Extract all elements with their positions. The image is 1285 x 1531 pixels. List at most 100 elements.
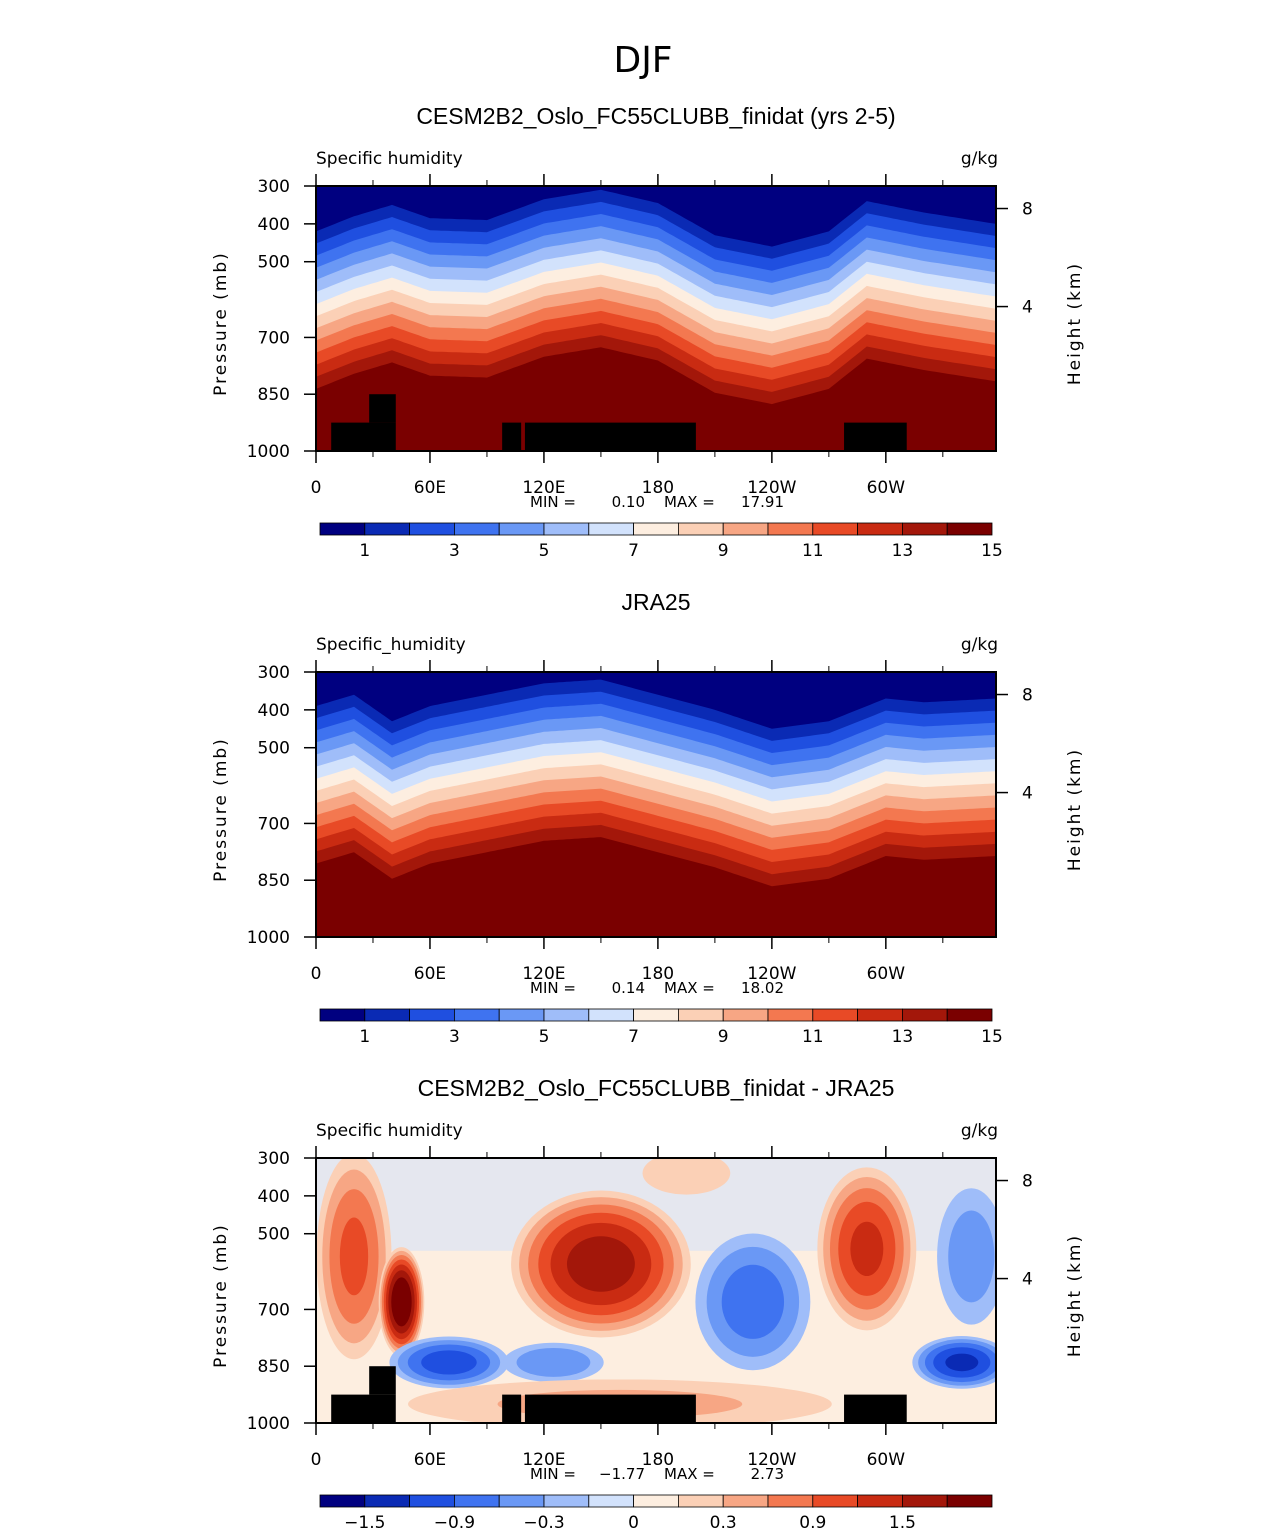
- colorbar-swatch: [588, 522, 634, 536]
- x-tick-label: 120W: [747, 964, 796, 984]
- x-tick-label: 60E: [414, 964, 446, 984]
- contour-band: [642, 1158, 731, 1195]
- colorbar-swatch: [812, 522, 858, 536]
- y-tick-label: 400: [258, 215, 290, 235]
- contour-field: [316, 1158, 996, 1423]
- x-tick-label: 120E: [522, 1450, 565, 1470]
- y2-axis-title: Height (km): [1065, 1234, 1085, 1357]
- panel-title: CESM2B2_Oslo_FC55CLUBB_finidat - JRA25: [418, 1075, 895, 1101]
- colorbar-swatch: [409, 522, 455, 536]
- colorbar-swatch: [902, 522, 948, 536]
- colorbar-swatch: [678, 1494, 724, 1508]
- max-value: 18.02: [741, 979, 784, 997]
- max-value: 2.73: [751, 1465, 784, 1483]
- colorbar-label: 15: [981, 541, 1003, 561]
- colorbar-swatch: [498, 1494, 545, 1508]
- x-tick-label: 120E: [522, 478, 565, 498]
- units-label: g/kg: [961, 149, 998, 169]
- colorbar-label: 1.5: [889, 1513, 916, 1531]
- variable-label: Specific_humidity: [316, 635, 466, 655]
- y2-axis-title: Height (km): [1065, 748, 1085, 871]
- colorbar-swatch: [857, 1008, 903, 1022]
- x-tick-label: 180: [642, 1450, 674, 1470]
- min-value: −1.77: [599, 1465, 645, 1483]
- land-block: [844, 1394, 907, 1423]
- colorbar-swatch: [453, 1008, 500, 1022]
- colorbar-swatch: [543, 1494, 590, 1508]
- colorbar-swatch: [319, 1008, 366, 1022]
- y-tick-label: 500: [258, 1225, 290, 1245]
- contour-band: [339, 1217, 369, 1296]
- colorbar-swatch: [319, 522, 366, 536]
- y2-tick-label: 8: [1022, 200, 1033, 220]
- y-tick-label: 400: [258, 701, 290, 721]
- contour-band: [395, 1287, 408, 1316]
- max-label: MAX =: [664, 493, 715, 511]
- colorbar-swatch: [409, 1008, 455, 1022]
- y-tick-label: 500: [258, 253, 290, 273]
- colorbar-label: 0.9: [799, 1513, 826, 1531]
- colorbar-label: 3: [449, 541, 460, 561]
- x-tick-label: 120W: [747, 478, 796, 498]
- land-block: [524, 422, 696, 451]
- y-tick-label: 300: [258, 1149, 290, 1169]
- y-tick-label: 700: [258, 1300, 290, 1320]
- min-value: 0.10: [612, 493, 645, 511]
- colorbar-swatch: [543, 522, 590, 536]
- y-tick-label: 850: [258, 385, 290, 405]
- panel-title: JRA25: [621, 589, 690, 615]
- y2-tick-label: 8: [1022, 686, 1033, 706]
- land-block: [844, 422, 907, 451]
- contour-band: [566, 1236, 635, 1292]
- x-tick-label: 60E: [414, 1450, 446, 1470]
- colorbar-swatch: [588, 1494, 634, 1508]
- colorbar-swatch: [722, 522, 769, 536]
- min-value: 0.14: [612, 979, 645, 997]
- colorbar-swatch: [409, 1494, 455, 1508]
- colorbar-label: 0: [628, 1513, 639, 1531]
- x-tick-label: 60W: [867, 964, 906, 984]
- y2-tick-label: 4: [1022, 1270, 1033, 1290]
- land-block: [369, 1366, 396, 1395]
- colorbar-swatch: [767, 522, 814, 536]
- plot-frame: [315, 1157, 997, 1424]
- x-tick-label: 60E: [414, 478, 446, 498]
- y-tick-label: 850: [258, 1357, 290, 1377]
- x-tick-label: 0: [311, 1450, 322, 1470]
- colorbar-label: 5: [539, 1027, 550, 1047]
- x-tick-label: 120E: [522, 964, 565, 984]
- y-tick-label: 700: [258, 328, 290, 348]
- min-label: MIN =: [530, 1465, 576, 1483]
- colorbar-swatch: [453, 1494, 500, 1508]
- panel-2: JRA25 Specific_humidity g/kg 0 60E 120E 180 120…: [211, 589, 1085, 1047]
- colorbar-swatch: [946, 1494, 993, 1508]
- y-tick-label: 700: [258, 814, 290, 834]
- colorbar-swatch: [543, 1008, 590, 1022]
- y-tick-label: 300: [258, 177, 290, 197]
- land-block: [331, 1394, 396, 1423]
- land-block: [369, 394, 396, 423]
- max-label: MAX =: [664, 979, 715, 997]
- y-tick-label: 300: [258, 663, 290, 683]
- units-label: g/kg: [961, 1121, 998, 1141]
- x-tick-label: 60W: [867, 478, 906, 498]
- colorbar-swatch: [498, 1008, 545, 1022]
- colorbar-swatch: [812, 1008, 858, 1022]
- colorbar-swatch: [498, 522, 545, 536]
- colorbar-swatch: [364, 1494, 410, 1508]
- contour-field: [316, 186, 996, 451]
- contour-band: [516, 1347, 591, 1377]
- colorbar-swatch: [722, 1494, 769, 1508]
- colorbar-label: −1.5: [344, 1513, 385, 1531]
- x-tick-label: 180: [642, 478, 674, 498]
- colorbar-swatch: [453, 522, 500, 536]
- land-block: [502, 422, 522, 451]
- page-title: DJF: [613, 40, 672, 81]
- colorbar-swatch: [902, 1008, 948, 1022]
- colorbar-swatch: [364, 522, 410, 536]
- contour-field: [316, 672, 996, 937]
- units-label: g/kg: [961, 635, 998, 655]
- y-tick-label: 850: [258, 871, 290, 891]
- colorbar-swatch: [767, 1494, 814, 1508]
- colorbar-label: 15: [981, 1027, 1003, 1047]
